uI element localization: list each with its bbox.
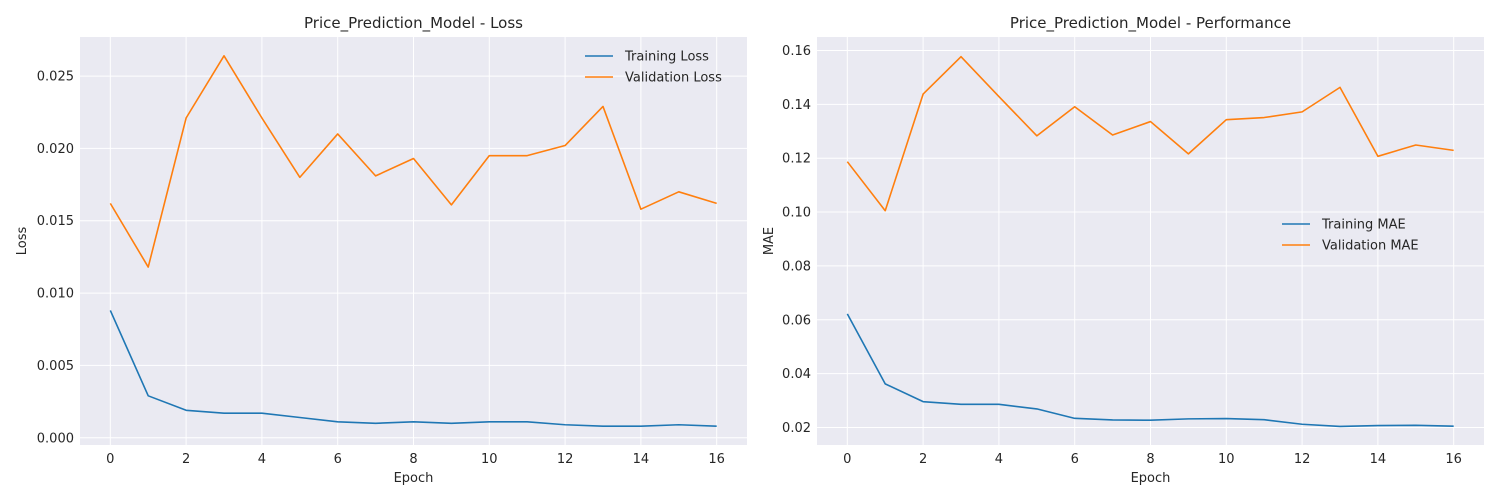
performance-x-axis-label: Epoch [1131, 471, 1171, 486]
performance-y-tick-label: 0.14 [782, 98, 811, 113]
performance-x-tick-label: 8 [1146, 452, 1154, 467]
loss-y-axis-label: Loss [15, 227, 30, 256]
loss-series-line-training [109, 310, 717, 427]
performance-legend-label: Validation MAE [1322, 239, 1419, 254]
performance-legend: Training MAE Validation MAE [1282, 218, 1419, 254]
loss-legend: Training Loss Validation Loss [585, 50, 722, 86]
performance-x-tick-label: 10 [1218, 452, 1235, 467]
loss-y-tick-label: 0.020 [37, 142, 74, 157]
loss-x-tick-label: 0 [106, 452, 114, 467]
loss-x-axis-label: Epoch [394, 471, 434, 486]
performance-y-tick-label: 0.16 [782, 44, 811, 59]
loss-x-tick-label: 10 [481, 452, 498, 467]
loss-x-tick-label: 14 [633, 452, 650, 467]
performance-legend-label: Training MAE [1321, 218, 1406, 233]
loss-x-tick-label: 16 [708, 452, 725, 467]
loss-chart-title: Price_Prediction_Model - Loss [304, 14, 523, 33]
loss-lines [109, 55, 717, 427]
performance-y-tick-label: 0.04 [782, 367, 811, 382]
performance-x-tick-label: 16 [1445, 452, 1462, 467]
loss-x-tick-label: 12 [557, 452, 574, 467]
performance-y-tick-label: 0.06 [782, 313, 811, 328]
performance-grid [817, 37, 1484, 445]
performance-series-line-validation [846, 55, 1454, 212]
loss-x-tick-label: 2 [182, 452, 190, 467]
performance-y-tick-label: 0.10 [782, 206, 811, 221]
performance-y-tick-label: 0.02 [782, 421, 811, 436]
loss-x-tick-label: 8 [409, 452, 417, 467]
loss-x-tick-label: 4 [258, 452, 266, 467]
loss-chart: 0 2 4 6 8 10 12 14 16 0.000 0.005 0.010 0.015 0.020 0.… [15, 14, 747, 486]
performance-y-axis-label: MAE [762, 227, 777, 255]
loss-ticks: 0 2 4 6 8 10 12 14 16 0.000 0.005 0.010 0.015 0.020 0.… [37, 70, 725, 467]
performance-x-tick-label: 14 [1370, 452, 1387, 467]
performance-x-tick-label: 2 [919, 452, 927, 467]
performance-ticks: 0 2 4 6 8 10 12 14 16 0.02 0.04 0.06 0.08 0.10 0.12 0.1… [782, 44, 1462, 467]
performance-lines [846, 55, 1454, 428]
loss-series-line-validation [109, 55, 717, 268]
loss-grid [80, 37, 747, 445]
performance-x-tick-label: 6 [1071, 452, 1079, 467]
loss-legend-label: Validation Loss [625, 71, 722, 86]
loss-y-tick-label: 0.000 [37, 431, 74, 446]
loss-y-tick-label: 0.025 [37, 70, 74, 85]
loss-x-tick-label: 6 [334, 452, 342, 467]
performance-y-tick-label: 0.08 [782, 259, 811, 274]
loss-y-tick-label: 0.015 [37, 214, 74, 229]
loss-y-tick-label: 0.005 [37, 359, 74, 374]
performance-chart: 0 2 4 6 8 10 12 14 16 0.02 0.04 0.06 0.08 0.10 0.12 0.1… [762, 14, 1484, 486]
loss-legend-label: Training Loss [624, 50, 709, 65]
performance-x-tick-label: 12 [1294, 452, 1311, 467]
performance-y-tick-label: 0.12 [782, 152, 811, 167]
loss-y-tick-label: 0.010 [37, 287, 74, 302]
performance-series-line-training [846, 313, 1454, 428]
performance-x-tick-label: 4 [995, 452, 1003, 467]
performance-chart-title: Price_Prediction_Model - Performance [1010, 14, 1291, 33]
performance-x-tick-label: 0 [843, 452, 851, 467]
